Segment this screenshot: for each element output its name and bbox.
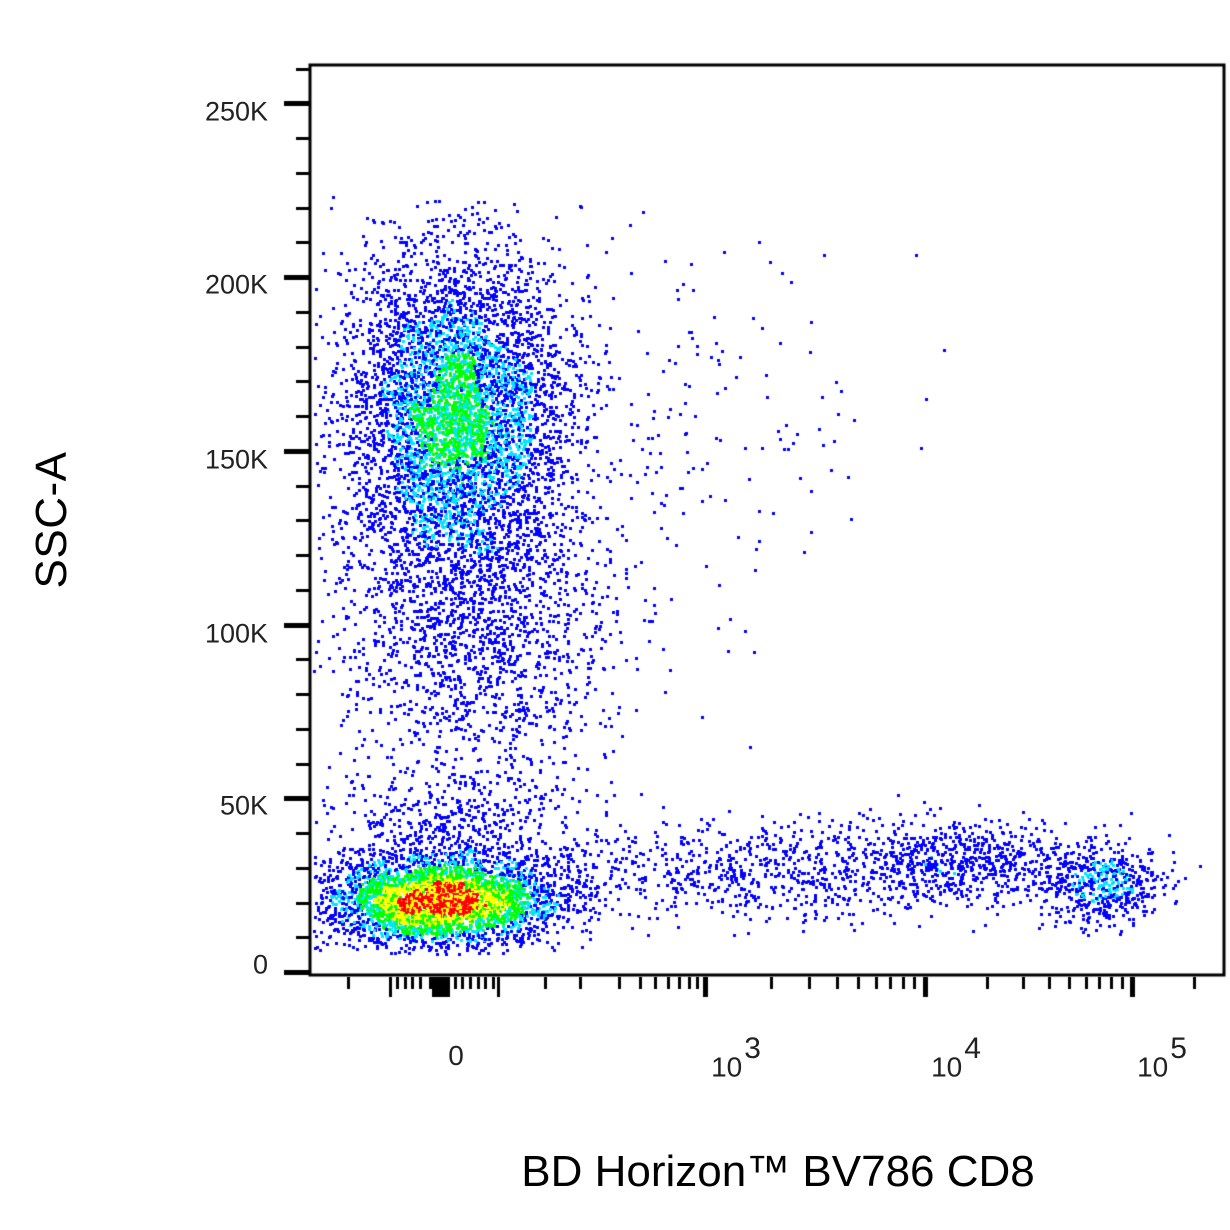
x-tick-label: 105 — [1137, 1032, 1187, 1083]
x-tick-base: 10 — [711, 1051, 743, 1083]
x-tick-base: 0 — [448, 1040, 464, 1071]
x-tick-exponent: 5 — [1170, 1032, 1187, 1065]
y-tick-label: 250K — [204, 96, 268, 127]
x-tick-exponent: 3 — [744, 1032, 761, 1065]
y-tick-label: 50K — [219, 790, 268, 821]
y-tick-label: 0 — [252, 949, 268, 980]
y-tick-label: 100K — [204, 618, 268, 649]
x-tick-label: 104 — [931, 1032, 981, 1083]
x-tick-exponent: 4 — [964, 1032, 981, 1065]
x-axis-label: BD Horizon™ BV786 CD8 — [521, 1147, 1035, 1196]
y-axis-label: SSC-A — [27, 451, 76, 589]
y-tick-label: 200K — [204, 269, 268, 300]
x-tick-base: 10 — [931, 1051, 963, 1083]
x-tick-label: 0 — [448, 1040, 464, 1072]
y-tick-label: 150K — [204, 444, 268, 475]
x-tick-label: 103 — [711, 1032, 761, 1083]
x-tick-base: 10 — [1137, 1051, 1169, 1083]
